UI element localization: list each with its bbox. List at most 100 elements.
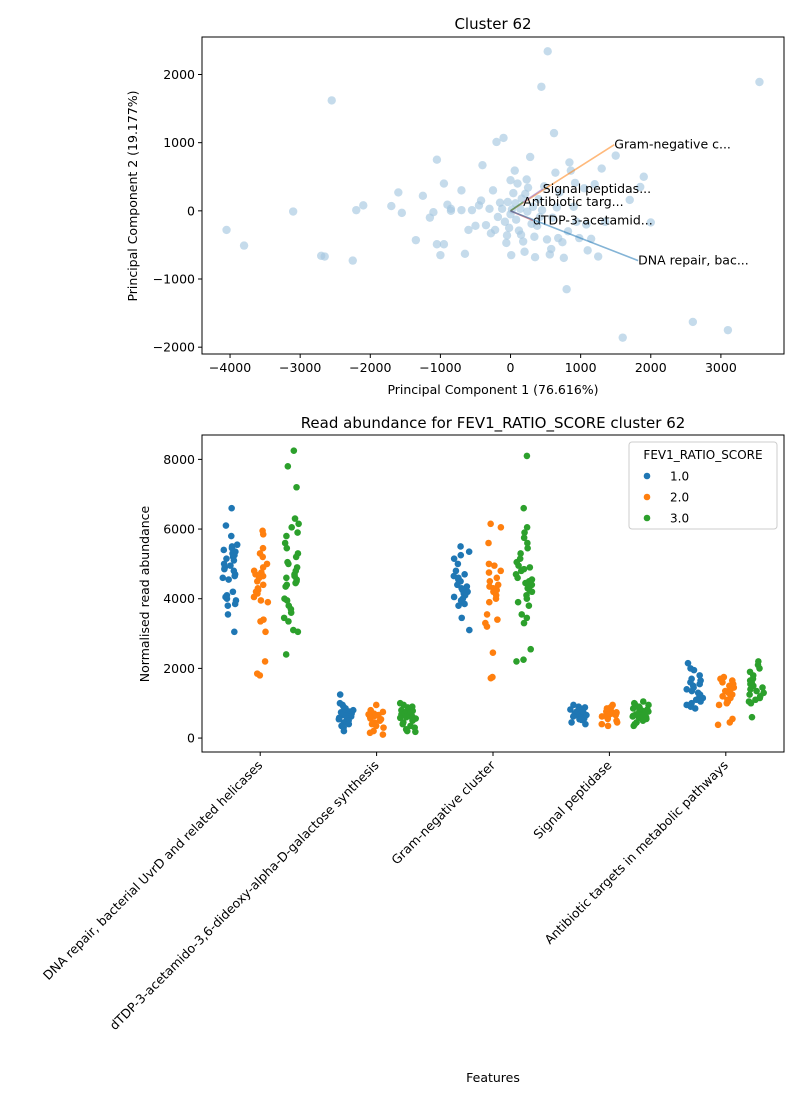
pca-point-4 [320, 252, 329, 261]
pca-point-45 [502, 231, 512, 240]
pca-point-114 [755, 77, 764, 87]
strip-point-s1-c0-18 [250, 593, 258, 601]
pca-point-95 [570, 178, 580, 188]
legend-label-2: 3.0 [670, 512, 689, 526]
strip-point-s0-c3-14 [569, 713, 577, 720]
strip-point-s1-c3-18 [613, 719, 621, 726]
strip-point-s2-c1-27 [412, 728, 419, 736]
pca-y-axis-label: Principal Component 2 (19.177%) [125, 90, 140, 301]
pca-point-18 [436, 250, 445, 260]
pca-point-102 [590, 180, 599, 189]
pca-point-16 [432, 155, 442, 164]
legend-label-1: 2.0 [670, 491, 689, 505]
strip-point-s0-c2-18 [450, 593, 458, 601]
pca-point-25 [457, 186, 466, 195]
strip-point-s2-c1-20 [409, 717, 416, 724]
strip-point-s0-c0-6 [220, 546, 228, 554]
pca-point-23 [446, 206, 456, 216]
strip-point-s2-c2-25 [523, 595, 531, 603]
strip-point-s1-c1-19 [366, 729, 374, 737]
pca-point-27 [464, 225, 473, 235]
strip-point-s0-c3-20 [568, 719, 575, 726]
strip-point-s1-c4-3 [719, 679, 726, 686]
strip-point-s2-c0-32 [294, 628, 302, 636]
strip-point-s1-c2-21 [489, 649, 497, 657]
strip-point-s2-c0-9 [283, 544, 291, 552]
strip-point-s2-c4-19 [747, 699, 755, 707]
strip-point-s2-c2-10 [515, 562, 522, 569]
pca-point-82 [548, 213, 557, 222]
strip-point-s2-c2-30 [520, 619, 528, 627]
strip-point-s2-c3-17 [629, 713, 637, 720]
legend-frame [628, 441, 778, 530]
pca-point-38 [492, 137, 501, 147]
strip-point-s1-c3-19 [598, 720, 606, 728]
pca-point-26 [460, 249, 470, 258]
strip-point-s0-c2-5 [452, 567, 460, 575]
strip-point-s0-c0-12 [230, 557, 238, 564]
strip-point-s2-c2-2 [523, 524, 531, 531]
strip-y-tick-label-0: 0 [187, 731, 195, 746]
strip-point-s0-c2-23 [455, 602, 462, 609]
strip-y-axis-label: Normalised read abundance [137, 505, 152, 682]
pca-arrow-line-2 [510, 201, 524, 212]
strip-point-s2-c0-11 [292, 553, 300, 561]
strip-point-s2-c3-0 [639, 698, 647, 705]
strip-point-s2-c4-2 [756, 665, 763, 672]
strip-y-tick-label-3: 6000 [163, 522, 195, 537]
strip-point-s2-c0-6 [294, 529, 301, 536]
pca-point-88 [558, 237, 567, 247]
strip-point-s0-c4-0 [684, 659, 692, 667]
strip-point-s1-c0-13 [259, 581, 267, 589]
strip-legend: FEV1_RATIO_SCORE 1.0 2.0 3.0 [628, 441, 778, 530]
pca-title: Cluster 62 [454, 15, 531, 33]
pca-x-tick-label-6: 2000 [635, 360, 667, 375]
strip-point-s0-c2-4 [454, 560, 462, 568]
strip-point-s2-c2-6 [524, 544, 531, 552]
strip-point-s2-c0-30 [285, 618, 292, 625]
strip-point-s0-c0-19 [231, 572, 239, 580]
strip-point-s2-c0-0 [290, 447, 298, 454]
pca-point-48 [506, 175, 515, 185]
strip-point-s1-c2-4 [491, 562, 498, 569]
strip-point-s0-c0-22 [229, 588, 237, 596]
pca-point-107 [618, 333, 627, 342]
legend-marker-2 [643, 514, 651, 522]
strip-y-axis-ticks: 0 2000 4000 6000 8000 [163, 452, 202, 746]
strip-point-s0-c0-2 [227, 532, 235, 540]
pca-point-99 [582, 220, 591, 229]
strip-point-s1-c4-15 [723, 699, 731, 707]
pca-point-110 [639, 172, 648, 181]
pca-point-111 [646, 218, 655, 227]
strip-point-s1-c3-16 [604, 715, 612, 723]
pca-arrow-label-4: DNA repair, bac... [638, 253, 749, 268]
pca-y-axis-ticks: −2000 −1000 0 1000 2000 [153, 67, 202, 355]
pca-point-15 [429, 208, 438, 217]
strip-point-s1-c2-17 [483, 611, 491, 618]
legend-marker-0 [643, 472, 651, 480]
strip-point-s1-c2-23 [487, 674, 495, 682]
strip-point-s2-c4-17 [752, 696, 759, 704]
strip-point-s1-c4-11 [719, 692, 726, 700]
strip-point-s2-c2-7 [517, 550, 524, 557]
pca-point-1 [239, 241, 249, 250]
pca-point-61 [518, 237, 528, 246]
strip-point-s2-c0-21 [292, 579, 299, 587]
strip-point-s0-c0-30 [231, 628, 238, 636]
pca-point-106 [611, 151, 620, 160]
strip-point-s1-c2-1 [497, 524, 505, 531]
pca-point-90 [562, 285, 571, 294]
strip-point-s2-c0-2 [293, 483, 300, 491]
pca-point-47 [504, 223, 514, 233]
pca-point-6 [348, 256, 357, 265]
strip-point-s2-c2-4 [520, 534, 528, 542]
pca-point-75 [537, 82, 546, 91]
strip-point-s1-c1-16 [372, 722, 380, 730]
strip-point-s0-c0-21 [225, 576, 232, 583]
strip-point-s0-c0-25 [223, 595, 231, 603]
strip-point-s1-c3-12 [612, 711, 619, 719]
strip-point-s2-c2-11 [526, 564, 534, 571]
pca-point-74 [535, 212, 545, 222]
strip-point-s0-c1-21 [345, 720, 353, 728]
strip-point-s1-c1-13 [376, 717, 384, 724]
